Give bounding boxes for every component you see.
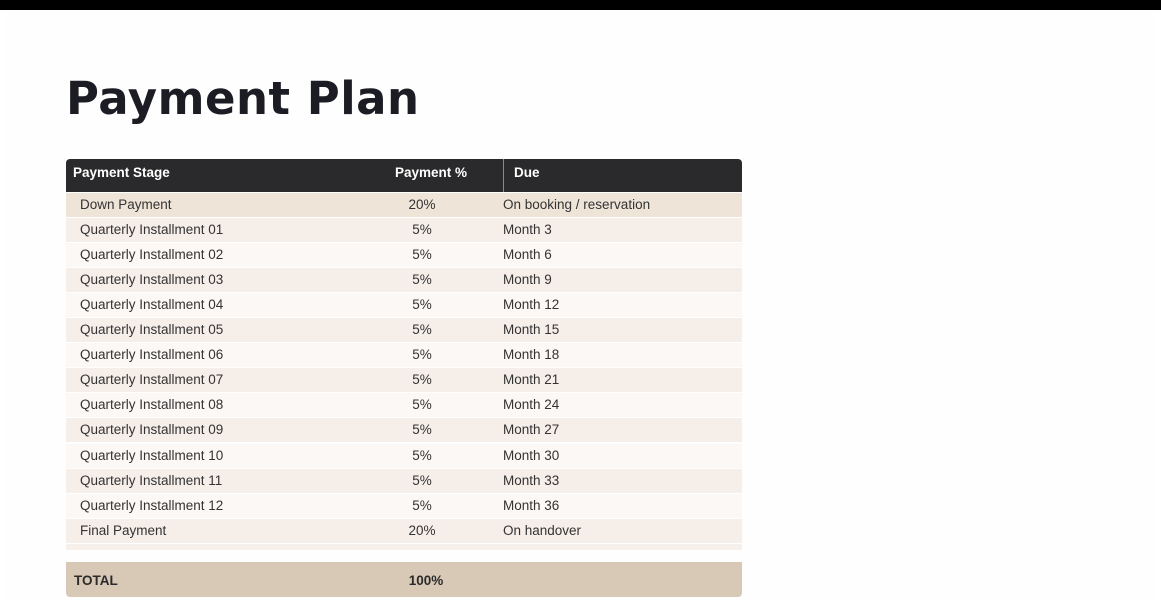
stage-cell: Quarterly Installment 11 [80, 472, 223, 488]
table-row: Quarterly Installment 08 5% Month 24 [66, 393, 742, 419]
percent-cell: 20% [408, 522, 436, 538]
due-cell: Month 24 [503, 397, 560, 413]
total-row: TOTAL 100% [66, 561, 742, 597]
table-row: Quarterly Installment 07 5% Month 21 [66, 368, 742, 394]
due-cell: Month 9 [503, 272, 552, 288]
due-cell: Month 18 [503, 347, 560, 363]
total-label: TOTAL [74, 572, 118, 588]
due-cell: Month 6 [503, 247, 552, 263]
stage-cell: Quarterly Installment 12 [80, 497, 224, 513]
percent-cell: 5% [412, 372, 432, 388]
percent-cell: 5% [412, 397, 432, 413]
header-cell: Due [514, 165, 540, 180]
table-row: Quarterly Installment 06 5% Month 18 [66, 343, 742, 369]
stage-cell: Final Payment [80, 522, 167, 538]
stage-cell: Quarterly Installment 06 [80, 347, 224, 363]
stage-cell: Down Payment [80, 197, 172, 212]
stage-cell: Quarterly Installment 02 [80, 247, 224, 263]
stage-cell: Quarterly Installment 07 [80, 372, 224, 388]
stage-cell: Quarterly Installment 08 [80, 397, 224, 413]
due-cell: Month 21 [503, 372, 560, 388]
table-row: Quarterly Installment 03 5% Month 9 [66, 268, 742, 294]
percent-cell: 5% [412, 272, 432, 288]
header-cell: Payment % [395, 165, 468, 180]
percent-cell: 5% [412, 447, 432, 463]
percent-cell: 5% [412, 222, 432, 238]
percent-cell: 5% [412, 422, 432, 438]
due-cell: Month 36 [503, 497, 560, 513]
due-cell: On booking / reservation [503, 197, 651, 212]
table-row: Quarterly Installment 11 5% Month 33 [66, 468, 742, 494]
due-cell: Month 15 [503, 322, 560, 338]
due-cell: Month 27 [503, 422, 560, 438]
stage-cell: Quarterly Installment 03 [80, 272, 224, 288]
due-cell: Month 30 [503, 447, 560, 463]
page-title: Payment Plan [66, 72, 420, 125]
stage-cell: Quarterly Installment 10 [80, 447, 224, 463]
percent-cell: 5% [412, 247, 432, 263]
table-row: Quarterly Installment 12 5% Month 36 [66, 493, 742, 519]
table-row: Down Payment 20% On booking / reservation [66, 193, 742, 218]
table-row: Quarterly Installment 01 5% Month 3 [66, 218, 742, 244]
percent-cell: 5% [412, 347, 432, 363]
table-header: Payment Stage Payment % Due [66, 159, 742, 192]
stage-cell: Quarterly Installment 09 [80, 422, 224, 438]
stage-cell: Quarterly Installment 05 [80, 322, 224, 338]
percent-cell: 5% [412, 497, 432, 513]
percent-cell: 5% [412, 322, 432, 338]
due-cell: Month 12 [503, 297, 560, 313]
due-cell: Month 33 [503, 472, 560, 488]
table-row: Quarterly Installment 02 5% Month 6 [66, 243, 742, 269]
stage-cell: Quarterly Installment 04 [80, 297, 224, 313]
percent-cell: 5% [412, 472, 432, 488]
due-cell: On handover [503, 522, 582, 538]
table-row: Quarterly Installment 04 5% Month 12 [66, 293, 742, 319]
table-row: Quarterly Installment 05 5% Month 15 [66, 318, 742, 344]
table-row: Quarterly Installment 10 5% Month 30 [66, 443, 742, 469]
percent-cell: 20% [408, 197, 436, 212]
due-cell: Month 3 [503, 222, 552, 238]
stage-cell: Quarterly Installment 01 [80, 222, 224, 238]
column-divider [503, 159, 504, 192]
top-bar [0, 0, 1161, 10]
table-spacer [66, 543, 742, 550]
percent-cell: 5% [412, 297, 432, 313]
total-percent: 100% [408, 572, 444, 588]
header-cell: Payment Stage [73, 165, 170, 180]
table-row: Quarterly Installment 09 5% Month 27 [66, 418, 742, 444]
table-row: Final Payment 20% On handover [66, 518, 742, 544]
